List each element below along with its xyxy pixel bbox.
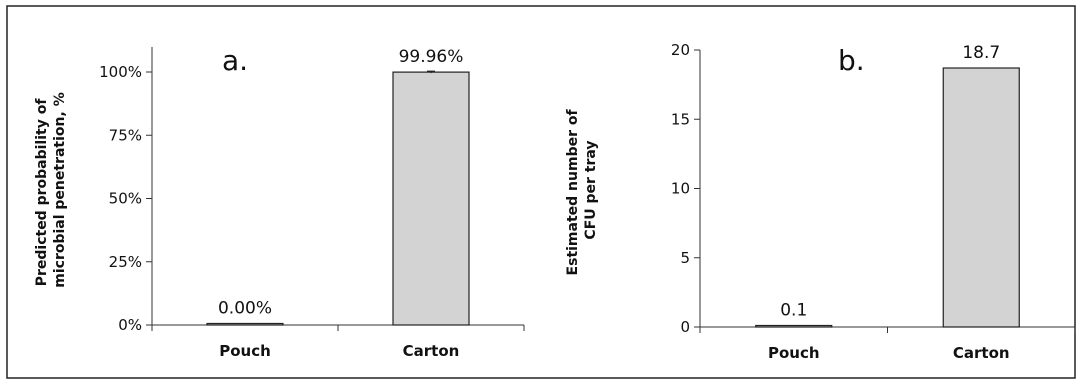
category-label-pouch: Pouch: [768, 344, 820, 362]
panel-a: Predicted probability of microbial penet…: [34, 44, 525, 360]
y-tick-label: 100%: [99, 63, 142, 81]
y-axis-label-a-line2: microbial penetration, %: [52, 92, 68, 287]
bar-carton: [942, 67, 1020, 328]
y-tick-label: 10: [671, 180, 690, 198]
category-label-carton: Carton: [953, 344, 1010, 362]
y-tick-label: 50%: [109, 190, 142, 208]
data-label-carton: 99.96%: [399, 47, 464, 67]
data-label-pouch: 0.00%: [218, 299, 272, 319]
panel-letter-b: b.: [838, 44, 865, 77]
category-label-pouch: Pouch: [219, 342, 271, 360]
y-tick-label: 20: [671, 41, 690, 59]
panel-b: Estimated number of CFU per tray b. 0 5 10…: [565, 41, 1076, 362]
category-label-carton: Carton: [403, 342, 460, 360]
y-axis-label-b-line1: Estimated number of: [565, 109, 581, 276]
bars-b: 0.1 Pouch 18.7 Carton: [699, 43, 1076, 362]
bar-pouch: [206, 322, 284, 326]
panel-letter-a: a.: [222, 44, 248, 77]
y-tick-label: 0: [680, 318, 690, 336]
bar-pouch: [755, 324, 833, 328]
y-axis-label-b: Estimated number of CFU per tray: [565, 105, 599, 276]
bars-a: 0.00% Pouch 99.96% Carton: [151, 47, 525, 360]
y-axis-label-a-line1: Predicted probability of: [34, 98, 50, 287]
y-axis-label-b-line2: CFU per tray: [583, 140, 599, 239]
y-tick-label: 25%: [109, 253, 142, 271]
data-label-carton: 18.7: [962, 43, 1000, 63]
y-ticks-a: 0% 25% 50% 75% 100%: [99, 63, 152, 334]
y-axis-label-a: Predicted probability of microbial penet…: [34, 92, 68, 287]
data-label-pouch: 0.1: [780, 301, 807, 321]
y-tick-label: 15: [671, 110, 690, 128]
y-tick-label: 75%: [109, 126, 142, 144]
y-tick-label: 0%: [118, 316, 142, 334]
y-ticks-b: 0 5 10 15 20: [671, 41, 700, 336]
bar-carton: [392, 71, 470, 326]
y-tick-label: 5: [680, 249, 690, 267]
figure-border: [6, 5, 1076, 379]
